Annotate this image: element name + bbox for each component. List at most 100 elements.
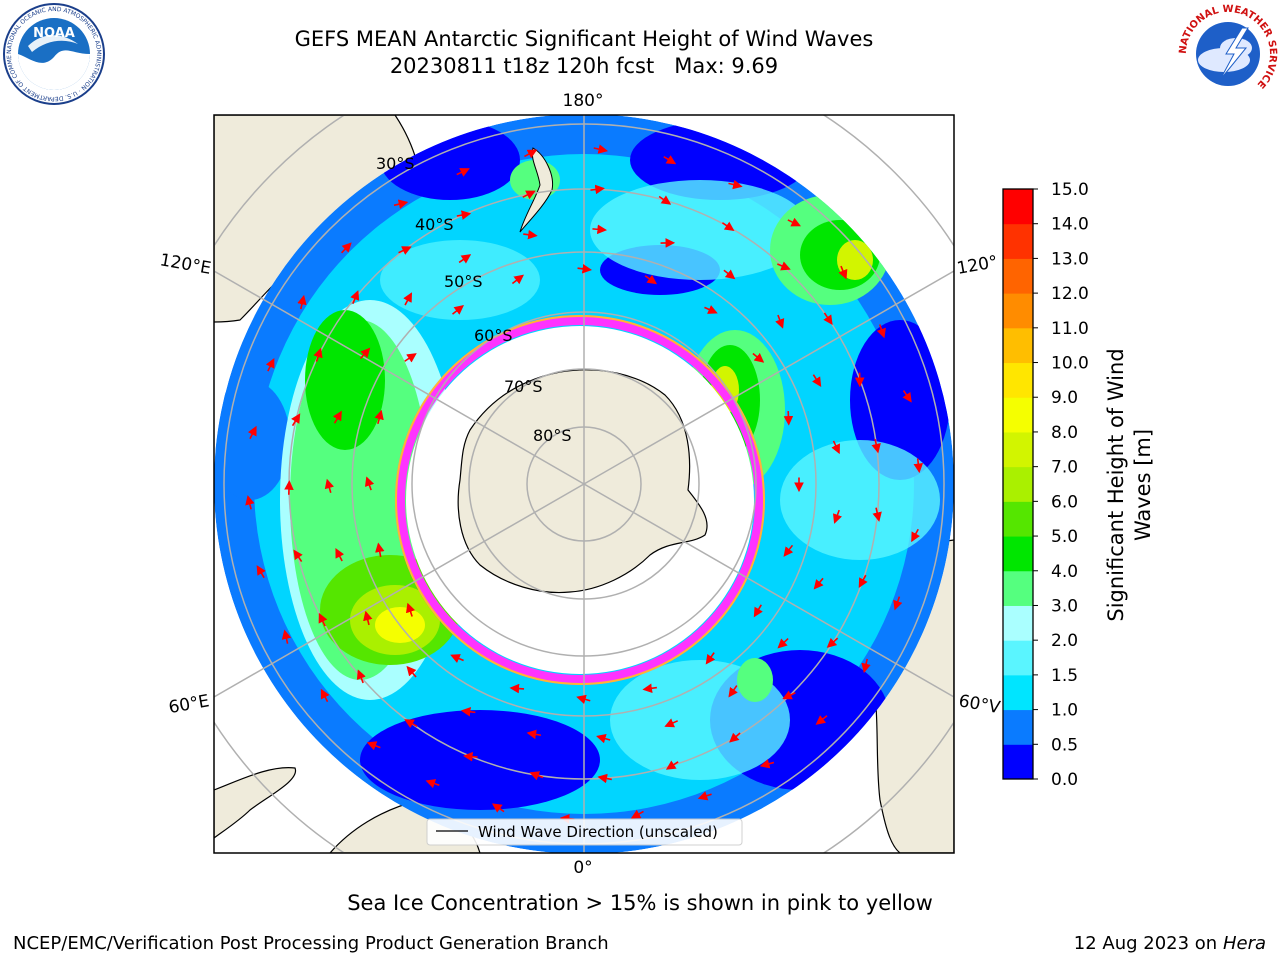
wave-direction-arrows: [245, 144, 924, 824]
colorbar-tick-label: 8.0: [1051, 423, 1078, 443]
wave-arrow: [509, 683, 525, 694]
wave-arrow: [293, 549, 303, 563]
colorbar-tick-label: 4.0: [1051, 562, 1078, 582]
wave-arrow: [775, 314, 785, 329]
colorbar-frame: [1002, 188, 1034, 780]
wave-arrow: [265, 358, 275, 372]
wave-arrow: [597, 773, 612, 784]
colorbar-tick-label: 13.0: [1051, 249, 1089, 269]
colorbar: 0.0 0.5 1.0 1.5 2.0 3.0 4.0 5.0 6.0 7.0 8.0 9.0 10.0…: [1002, 180, 1089, 790]
colorbar-tick-label: 14.0: [1051, 215, 1089, 235]
wave-arrow: [723, 269, 736, 280]
wave-arrow: [783, 544, 794, 557]
wave-arrow: [838, 265, 848, 280]
wave-arrow: [663, 155, 677, 165]
colorbar-segment: [1003, 709, 1033, 745]
wave-arrow: [456, 168, 470, 177]
colorbar-segment: [1003, 431, 1033, 468]
wave-arrow: [456, 210, 472, 220]
lat-label-60s: 60°S: [474, 326, 513, 345]
colorbar-label-line2: Waves [m]: [1131, 429, 1155, 541]
wave-arrow: [393, 199, 409, 209]
lon-label-120w: 120°: [955, 252, 999, 279]
colorbar-segment: [1003, 362, 1033, 398]
wave-arrow: [359, 347, 371, 360]
wave-arrow: [256, 565, 266, 579]
wave-arrow: [511, 274, 524, 285]
wave-arrow: [705, 652, 716, 665]
wave-arrow: [729, 732, 741, 743]
lat-label-70s: 70°S: [504, 377, 543, 396]
colorbar-tick-label: 12.0: [1051, 284, 1089, 304]
wave-arrow: [356, 669, 366, 684]
wave-arrow: [529, 771, 544, 781]
colorbar-label-line1: Significant Height of Wind: [1104, 348, 1128, 621]
wave-arrow: [858, 574, 868, 588]
wave-arrow: [291, 413, 301, 427]
wave-arrow: [783, 411, 794, 426]
colorbar-tick-label: 9.0: [1051, 388, 1078, 408]
wave-arrow: [297, 294, 307, 310]
wave-arrow: [403, 292, 412, 306]
wave-arrow: [245, 495, 255, 510]
noaa-logo: NATIONAL OCEANIC AND ATMOSPHERIC ADMINIS…: [2, 2, 105, 105]
wave-arrow: [247, 425, 257, 440]
colorbar-segment: [1003, 570, 1033, 606]
lon-label-120e: 120°E: [158, 250, 212, 279]
wave-arrow: [398, 246, 412, 255]
colorbar-tick-label: 1.0: [1051, 701, 1078, 721]
colorbar-segment: [1003, 189, 1033, 225]
wave-arrow: [374, 409, 384, 425]
colorbar-tick-label: 0.5: [1051, 735, 1078, 755]
wave-arrow: [777, 637, 789, 649]
colorbar-tick-label: 3.0: [1051, 596, 1078, 616]
colorbar-segment: [1003, 744, 1033, 780]
wave-arrow: [450, 654, 464, 663]
chart-subtitle: 20230811 t18z 120h fcst Max: 9.69: [389, 54, 779, 78]
lon-label-180: 180°: [563, 91, 604, 111]
wave-arrow: [697, 791, 712, 801]
colorbar-tick-label: 11.0: [1051, 319, 1089, 339]
legend-label: Wind Wave Direction (unscaled): [478, 823, 718, 841]
colorbar-segment: [1003, 258, 1033, 294]
wave-arrow: [458, 254, 472, 264]
wave-arrow: [782, 690, 796, 700]
wave-arrow: [526, 729, 542, 740]
noaa-wordmark: NOAA: [33, 26, 75, 41]
colorbar-tick-label: 0.0: [1051, 770, 1078, 790]
colorbar-tick-label: 5.0: [1051, 527, 1078, 547]
colorbar-tick-label: 15.0: [1051, 180, 1089, 200]
wave-arrow: [876, 324, 886, 339]
wave-arrow: [664, 718, 679, 728]
lon-label-60e: 60°E: [167, 691, 211, 718]
date-line: 12 Aug 2023 on Hera: [1074, 933, 1266, 954]
wave-arrow: [335, 548, 345, 562]
wave-arrow: [281, 629, 292, 644]
wave-arrow: [332, 410, 342, 424]
wave-arrow: [831, 440, 840, 455]
map-frame: [213, 114, 955, 854]
colorbar-tick-label: 1.5: [1051, 666, 1078, 686]
sea-ice-note: Sea Ice Concentration > 15% is shown in …: [347, 891, 933, 915]
machine-name: Hera: [1222, 933, 1266, 954]
colorbar-tick-label: 7.0: [1051, 458, 1078, 478]
wave-arrow: [363, 610, 373, 626]
colorbar-segment: [1003, 640, 1033, 676]
colorbar-segment: [1003, 223, 1033, 259]
wave-arrow: [665, 760, 679, 770]
wave-arrow: [577, 264, 593, 274]
wave-arrow: [576, 694, 591, 705]
wave-arrow: [728, 179, 743, 190]
colorbar-segment: [1003, 327, 1033, 364]
credit-line: NCEP/EMC/Verification Post Processing Pr…: [13, 933, 609, 954]
wave-arrow: [425, 779, 440, 789]
wave-arrow: [832, 509, 842, 524]
wave-arrow: [630, 809, 644, 819]
wave-arrow: [592, 224, 607, 235]
wave-arrow: [324, 478, 335, 493]
new-zealand-land: [519, 147, 554, 233]
lon-label-60w: 60°V: [957, 691, 1002, 718]
wave-arrow: [861, 658, 871, 674]
lat-label-30s: 30°S: [376, 154, 415, 173]
